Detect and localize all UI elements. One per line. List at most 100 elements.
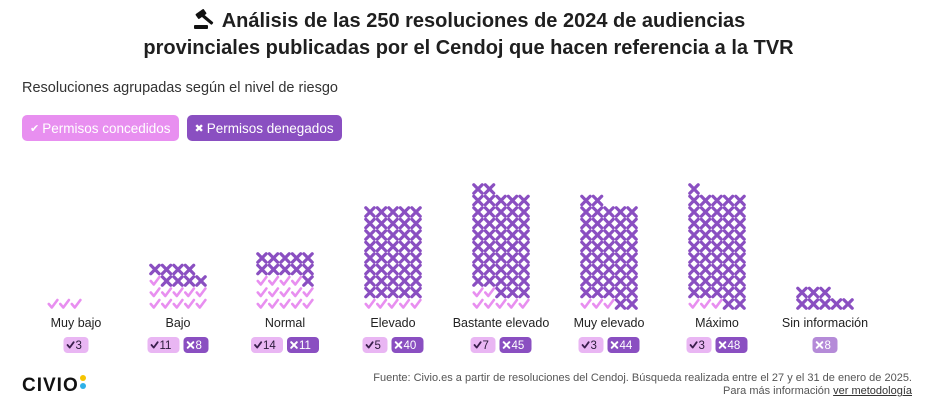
denied-unit bbox=[699, 263, 712, 276]
denied-unit bbox=[364, 229, 376, 241]
denied-unit bbox=[711, 229, 723, 241]
granted-unit bbox=[70, 298, 82, 309]
denied-unit bbox=[279, 252, 291, 264]
granted-unit bbox=[184, 287, 196, 298]
granted-unit bbox=[364, 298, 376, 309]
granted-unit bbox=[59, 298, 71, 309]
granted-badge: 11 bbox=[147, 337, 180, 353]
methodology-link[interactable]: ver metodología bbox=[833, 385, 912, 397]
legend-label-denied: Permisos denegados bbox=[206, 120, 334, 136]
denied-badge: 40 bbox=[391, 337, 424, 353]
denied-unit bbox=[603, 252, 615, 264]
badge-value: 8 bbox=[196, 340, 202, 352]
granted-unit bbox=[484, 287, 496, 298]
denied-badge: 11 bbox=[287, 337, 319, 353]
legend: ✔ Permisos concedidos ✖ Permisos denegad… bbox=[22, 115, 342, 141]
denied-unit bbox=[506, 263, 519, 276]
denied-unit bbox=[495, 206, 507, 218]
denied-unit bbox=[387, 263, 399, 276]
denied-unit bbox=[518, 263, 530, 276]
granted-unit bbox=[592, 298, 604, 309]
denied-unit bbox=[591, 252, 604, 264]
category-group bbox=[580, 194, 638, 310]
badge-value: 11 bbox=[160, 340, 172, 352]
denied-badge: 8 bbox=[183, 337, 209, 353]
denied-unit bbox=[688, 263, 700, 276]
denied-unit bbox=[472, 229, 484, 241]
denied-unit bbox=[580, 240, 592, 253]
denied-unit bbox=[398, 252, 411, 264]
denied-unit bbox=[387, 217, 399, 230]
denied-unit bbox=[603, 229, 615, 241]
denied-unit bbox=[364, 275, 376, 287]
denied-unit bbox=[722, 252, 735, 264]
category-group bbox=[149, 263, 207, 309]
denied-unit bbox=[518, 275, 530, 287]
denied-unit bbox=[290, 263, 303, 276]
denied-unit bbox=[518, 286, 530, 299]
denied-unit bbox=[626, 286, 638, 299]
category-group bbox=[688, 183, 746, 310]
granted-unit bbox=[410, 298, 422, 309]
denied-unit bbox=[688, 206, 700, 218]
denied-unit bbox=[398, 217, 411, 230]
denied-unit bbox=[734, 298, 746, 310]
granted-unit bbox=[507, 298, 519, 309]
denied-unit bbox=[699, 286, 712, 299]
denied-unit bbox=[614, 275, 627, 287]
denied-unit bbox=[398, 240, 411, 253]
granted-unit bbox=[268, 275, 280, 286]
denied-unit bbox=[518, 252, 530, 264]
granted-unit bbox=[302, 298, 314, 309]
denied-unit bbox=[807, 286, 820, 299]
logo-dots-icon bbox=[79, 375, 86, 389]
denied-unit bbox=[734, 263, 746, 276]
logo-text: CIVIO bbox=[22, 375, 79, 396]
denied-unit bbox=[483, 240, 496, 253]
denied-unit bbox=[711, 217, 723, 230]
denied-unit bbox=[614, 206, 627, 218]
granted-badge: 3 bbox=[63, 337, 89, 353]
denied-unit bbox=[580, 275, 592, 287]
denied-unit bbox=[699, 252, 712, 264]
badge-value: 3 bbox=[591, 340, 597, 352]
badge-value: 44 bbox=[620, 340, 633, 352]
legend-item-denied[interactable]: ✖ Permisos denegados bbox=[186, 115, 342, 141]
granted-unit bbox=[518, 298, 530, 309]
denied-unit bbox=[711, 194, 723, 207]
denied-unit bbox=[699, 275, 712, 287]
denied-unit bbox=[722, 229, 735, 241]
denied-unit bbox=[734, 252, 746, 264]
legend-item-granted[interactable]: ✔ Permisos concedidos bbox=[22, 115, 179, 141]
denied-unit bbox=[506, 275, 519, 287]
denied-unit bbox=[398, 263, 411, 276]
denied-unit bbox=[375, 229, 388, 241]
granted-badge: 3 bbox=[578, 337, 604, 353]
granted-unit bbox=[700, 298, 712, 309]
denied-unit bbox=[614, 252, 627, 264]
denied-unit bbox=[495, 252, 507, 264]
denied-unit bbox=[842, 298, 854, 310]
badge-value: 40 bbox=[404, 340, 417, 352]
denied-unit bbox=[387, 275, 399, 287]
denied-unit bbox=[410, 206, 422, 218]
denied-unit bbox=[734, 229, 746, 241]
denied-unit bbox=[387, 252, 399, 264]
category-group bbox=[796, 286, 854, 310]
granted-unit bbox=[387, 298, 399, 309]
denied-unit bbox=[699, 229, 712, 241]
denied-unit bbox=[375, 217, 388, 230]
denied-unit bbox=[626, 229, 638, 241]
denied-badge: 44 bbox=[607, 337, 640, 353]
granted-unit bbox=[291, 298, 303, 309]
denied-unit bbox=[699, 194, 712, 207]
denied-unit bbox=[603, 286, 615, 299]
category-label: Bastante elevado bbox=[453, 316, 550, 330]
title-line-2: provinciales publicadas por el Cendoj qu… bbox=[143, 37, 794, 59]
denied-unit bbox=[483, 217, 496, 230]
denied-unit bbox=[410, 240, 422, 253]
category-label: Muy bajo bbox=[51, 316, 102, 330]
denied-unit bbox=[688, 286, 700, 299]
denied-unit bbox=[172, 263, 184, 276]
granted-unit bbox=[472, 298, 484, 309]
